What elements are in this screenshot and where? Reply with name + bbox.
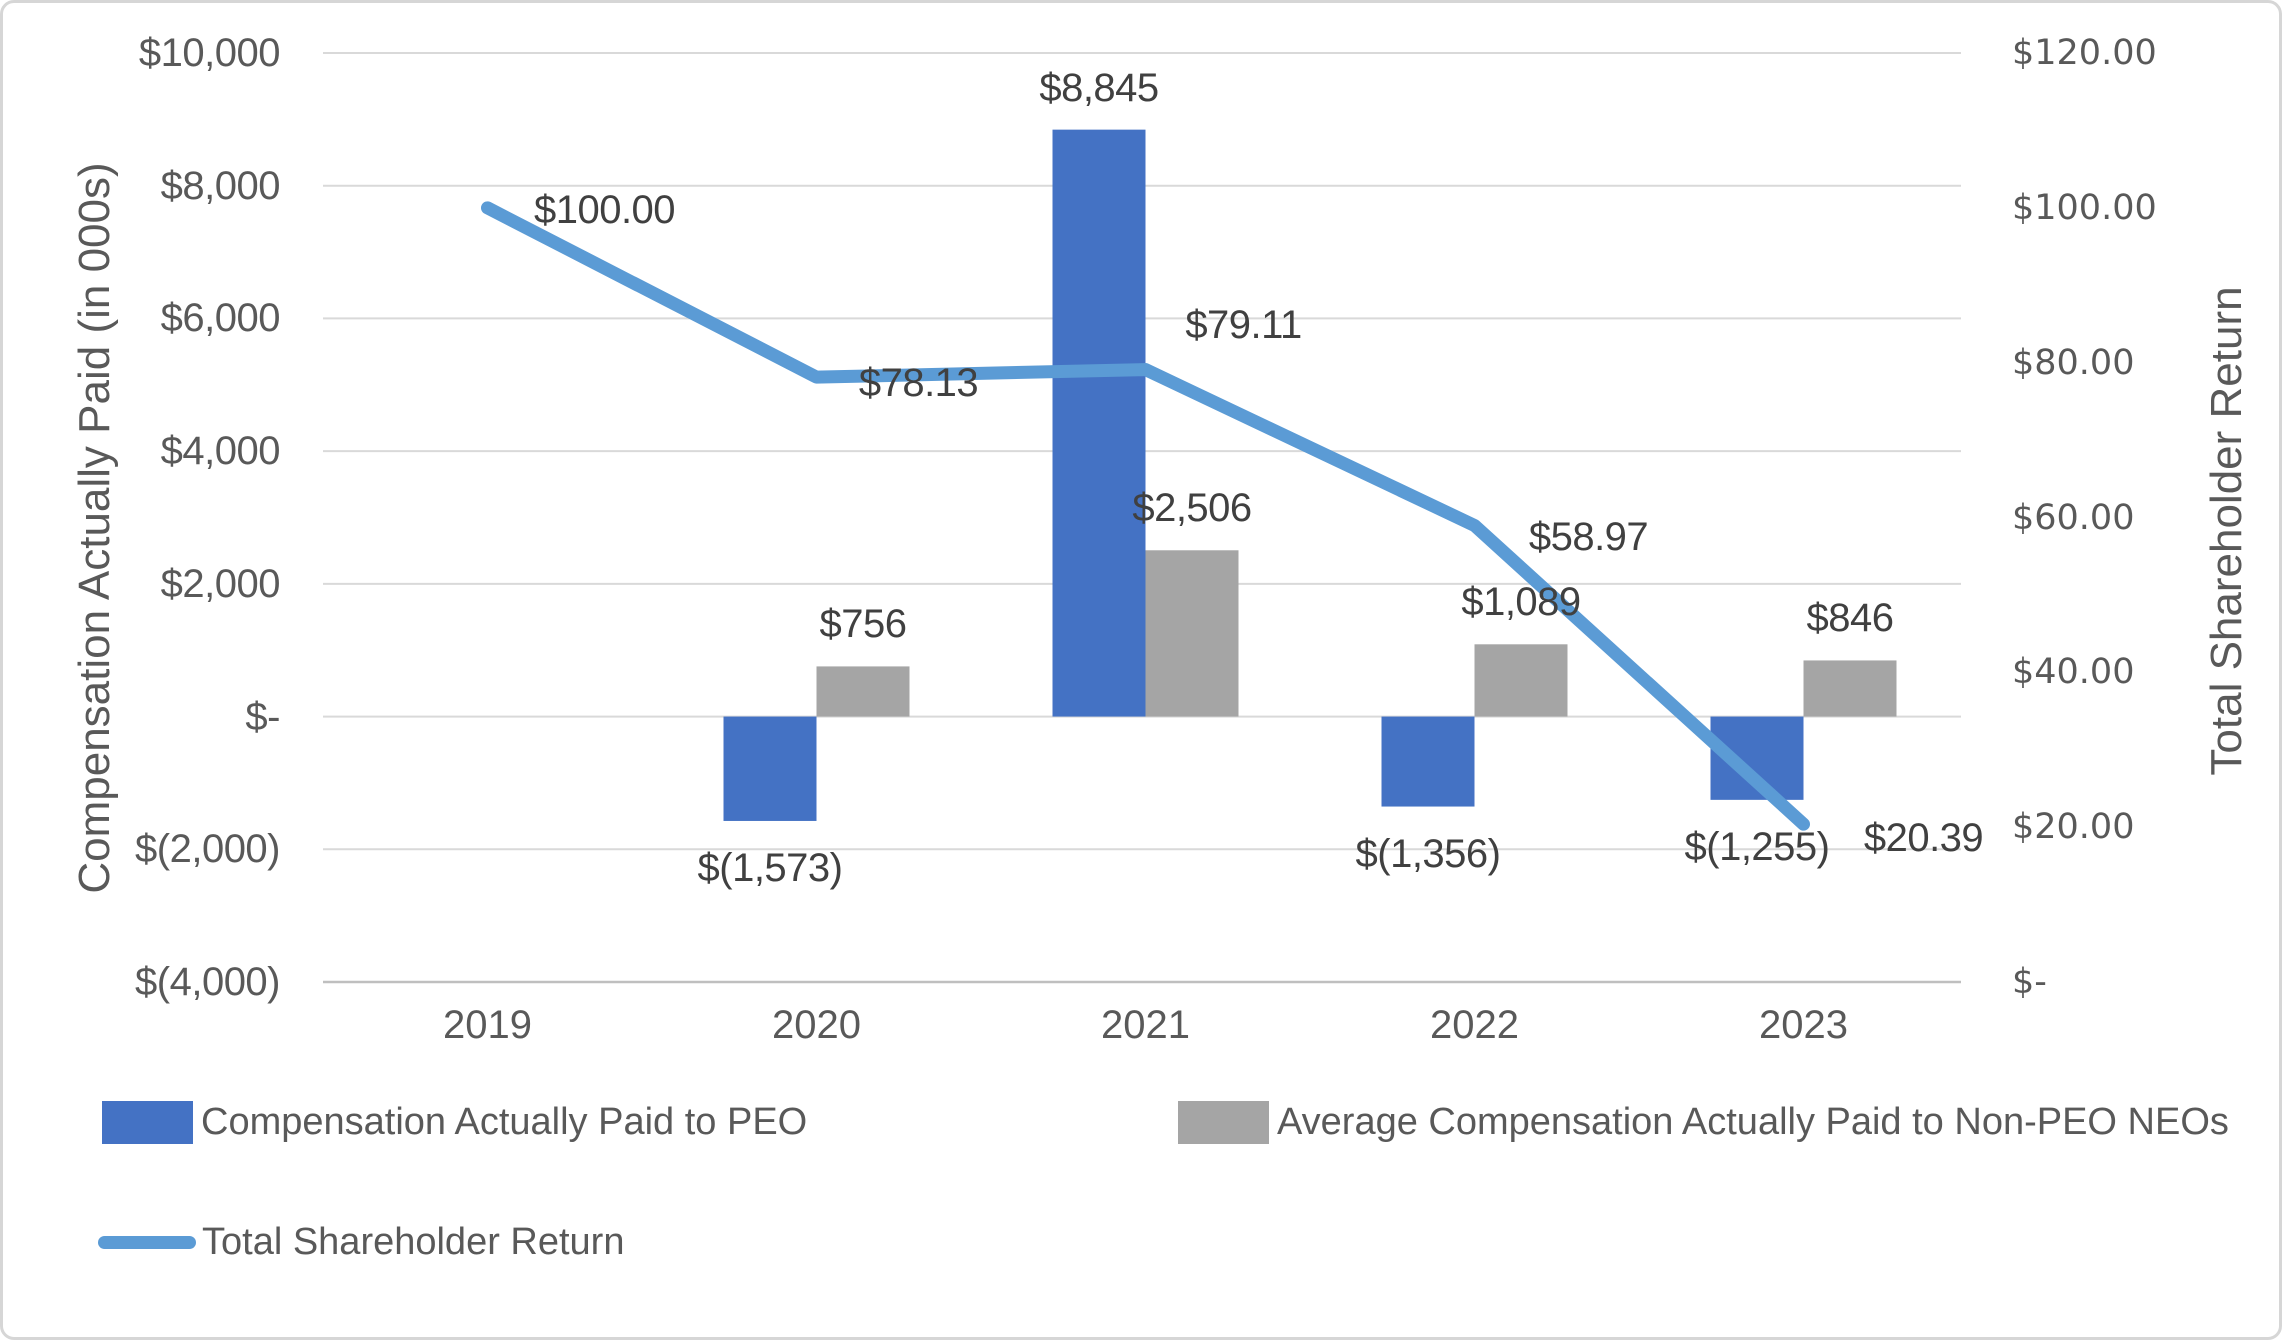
x-axis-label-2022: 2022 — [1430, 1003, 1519, 1047]
bar-data-label-2020: $(1,573) — [697, 845, 843, 890]
neo-bar-2023 — [1803, 660, 1897, 717]
tsr-data-label-2019: $100.00 — [533, 187, 676, 232]
legend-item-neo: Average Compensation Actually Paid to No… — [1178, 1100, 2229, 1144]
tsr-line — [481, 201, 1810, 831]
tsr-data-label-2023: $20.39 — [1863, 816, 1984, 861]
right-axis-title: Total Shareholder Return — [2202, 286, 2251, 776]
bar-data-label-2022: $(1,356) — [1355, 831, 1501, 876]
neo-bar-2022 — [1474, 644, 1568, 717]
tsr-data-label-2021: $79.11 — [1185, 302, 1302, 347]
x-axis-label-2021: 2021 — [1101, 1003, 1190, 1047]
bar-data-label-2023: $846 — [1806, 596, 1894, 641]
peo-bar-2020 — [723, 716, 817, 821]
neo-legend-label: Average Compensation Actually Paid to No… — [1277, 1101, 2229, 1143]
left-axis-tick: $6,000 — [160, 296, 281, 341]
bar-data-label-2021: $2,506 — [1132, 486, 1252, 531]
x-axis-label-2020: 2020 — [772, 1003, 861, 1047]
right-axis-tick: $20.00 — [2012, 807, 2135, 848]
x-axis-label-2023: 2023 — [1759, 1003, 1848, 1047]
peo-legend-label: Compensation Actually Paid to PEO — [201, 1101, 808, 1143]
left-axis-tick: $(4,000) — [135, 960, 280, 1004]
bar-data-label-2022: $1,089 — [1461, 580, 1581, 625]
left-axis-title: Compensation Actually Paid (in 000s) — [70, 162, 119, 894]
bar-data-label-2023: $(1,255) — [1684, 824, 1830, 869]
right-axis-tick: $- — [2012, 962, 2047, 1002]
left-axis-tick: $8,000 — [160, 163, 281, 208]
neo-bar-2020 — [816, 666, 910, 717]
peo-legend-swatch — [102, 1100, 193, 1144]
right-axis-tick: $40.00 — [2012, 652, 2135, 693]
right-axis-tick: $100.00 — [2012, 187, 2157, 228]
neo-bar-2021 — [1145, 550, 1239, 717]
tsr-legend-label: Total Shareholder Return — [202, 1221, 625, 1263]
bar-data-label-2021: $8,845 — [1039, 65, 1159, 110]
left-axis-tick: $4,000 — [160, 429, 281, 474]
left-axis-tick: $10,000 — [138, 31, 281, 75]
legend-item-tsr: Total Shareholder Return — [98, 1220, 624, 1264]
left-axis-tick: $2,000 — [160, 561, 281, 606]
left-axis-tick: $(2,000) — [135, 827, 280, 872]
tsr-legend-swatch — [98, 1235, 196, 1249]
left-axis-tick: $- — [245, 694, 280, 739]
tsr-data-label-2022: $58.97 — [1528, 515, 1649, 560]
right-axis-tick: $120.00 — [2012, 33, 2157, 73]
peo-bar-2021 — [1052, 129, 1146, 717]
right-axis-tick: $80.00 — [2012, 342, 2135, 383]
legend-item-peo: Compensation Actually Paid to PEO — [102, 1100, 807, 1144]
peo-bar-2022 — [1381, 716, 1475, 807]
bar-data-label-2020: $756 — [819, 602, 907, 647]
x-axis-label-2019: 2019 — [443, 1003, 532, 1047]
plot-area — [323, 52, 1961, 984]
right-axis-tick: $60.00 — [2012, 497, 2135, 538]
tsr-data-label-2020: $78.13 — [858, 361, 979, 406]
neo-legend-swatch — [1178, 1100, 1269, 1144]
